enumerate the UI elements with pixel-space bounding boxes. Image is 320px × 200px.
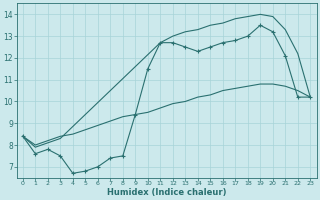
X-axis label: Humidex (Indice chaleur): Humidex (Indice chaleur) [107,188,226,197]
